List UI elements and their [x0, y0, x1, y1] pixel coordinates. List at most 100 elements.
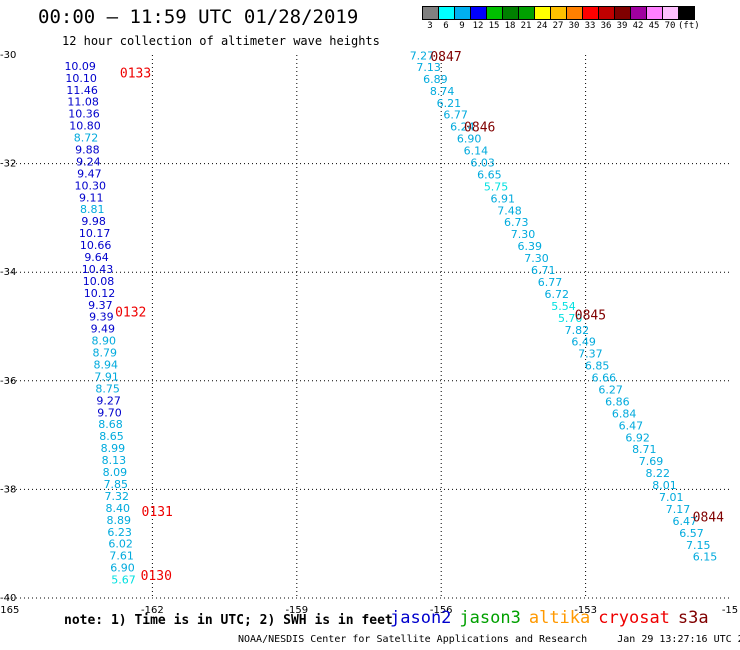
- pass-time-label: 0132: [115, 305, 146, 320]
- wave-height-value: 9.64: [84, 251, 109, 264]
- wave-height-value: 8.13: [102, 454, 127, 467]
- satellite-legend: jason2 jason3 altika cryosat s3a: [390, 608, 717, 628]
- wave-height-value: 6.14: [464, 145, 489, 158]
- wave-height-value: 8.40: [105, 502, 130, 515]
- colorbar-swatch: [678, 6, 695, 20]
- wave-height-value: 6.72: [544, 288, 569, 301]
- wave-height-value: 7.61: [109, 550, 134, 563]
- pass-time-label: 0845: [575, 309, 606, 324]
- wave-height-value: 5.75: [484, 180, 509, 193]
- colorbar-label: 39: [616, 21, 628, 31]
- colorbar-label: 70: [664, 21, 676, 31]
- wave-height-value: 7.27: [410, 50, 435, 63]
- wave-height-value: 7.01: [659, 491, 684, 504]
- wave-height-value: 7.37: [578, 348, 603, 361]
- pass-time-label: 0847: [430, 50, 461, 65]
- wave-height-value: 6.85: [585, 360, 610, 373]
- lon-tick-label: -159: [285, 605, 308, 616]
- colorbar-label: 42: [632, 21, 644, 31]
- colorbar-label: 6: [443, 21, 449, 31]
- map-subtitle: 12 hour collection of altimeter wave hei…: [62, 34, 380, 48]
- wave-height-value: 9.88: [75, 143, 100, 156]
- wave-height-value: 10.36: [68, 108, 100, 121]
- wave-height-value: 9.49: [91, 323, 116, 336]
- wave-height-value: 9.11: [79, 191, 104, 204]
- wave-height-value: 5.54: [551, 300, 576, 313]
- pass-time-label: 0133: [120, 66, 151, 81]
- wave-height-value: 9.24: [76, 155, 101, 168]
- colorbar-label: 21: [520, 21, 532, 31]
- legend-entry-jason2: jason2: [390, 608, 452, 628]
- wave-height-value: 6.90: [457, 133, 482, 146]
- wave-height-value: 6.02: [108, 538, 133, 551]
- lon-tick-label: -165: [0, 605, 19, 616]
- colorbar-label: 33: [584, 21, 596, 31]
- wave-height-value: 6.47: [619, 419, 644, 432]
- wave-height-value: 6.71: [531, 264, 556, 277]
- pass-time-label: 0130: [141, 569, 172, 584]
- credit-source: NOAA/NESDIS Center for Satellite Applica…: [238, 634, 588, 645]
- wave-height-value: 10.10: [65, 72, 97, 85]
- legend-entry-cryosat: cryosat: [598, 608, 670, 628]
- wave-height-value: 10.43: [82, 263, 114, 276]
- colorbar-label: 27: [552, 21, 564, 31]
- wave-height-value: 10.17: [79, 227, 111, 240]
- lat-tick-label: -38: [0, 484, 16, 495]
- wave-height-value: 7.82: [565, 324, 590, 337]
- credit-line: NOAA/NESDIS Center for Satellite Applica…: [238, 634, 740, 645]
- colorbar: [422, 6, 695, 20]
- colorbar-label: 45: [648, 21, 660, 31]
- wave-height-value: 6.84: [612, 407, 637, 420]
- wave-height-value: 7.15: [686, 539, 711, 552]
- wave-height-value: 9.27: [96, 394, 121, 407]
- pass-time-label: 0846: [464, 121, 495, 136]
- colorbar-label: 12: [472, 21, 484, 31]
- colorbar-label: 18: [504, 21, 516, 31]
- map-title: 00:00 – 11:59 UTC 01/28/2019: [38, 6, 359, 28]
- pass-time-label: 0131: [142, 505, 173, 520]
- colorbar-labels: 3 6 9 12 15 18 21 24 27 30 33 36 39 42 45 70 (ft): [422, 21, 700, 31]
- wave-height-value: 7.30: [511, 228, 536, 241]
- legend-entry-jason3: jason3: [459, 608, 521, 628]
- wave-height-value: 6.92: [625, 431, 650, 444]
- lat-tick-label: -36: [0, 376, 16, 387]
- wave-height-value: 8.01: [652, 479, 677, 492]
- colorbar-label: 15: [488, 21, 500, 31]
- wave-height-value: 8.94: [93, 359, 118, 372]
- wave-height-value: 7.13: [416, 61, 441, 74]
- lat-tick-label: -30: [0, 50, 16, 61]
- wave-height-value: 9.70: [97, 406, 122, 419]
- wave-height-value: 6.49: [571, 336, 596, 349]
- lon-tick-label: -153: [574, 605, 597, 616]
- wave-height-value: 10.08: [83, 275, 115, 288]
- legend-entry-s3a: s3a: [677, 608, 709, 628]
- wave-height-value: 7.48: [497, 204, 522, 217]
- wave-height-value: 6.15: [693, 551, 718, 564]
- wave-height-value: 7.30: [524, 252, 549, 265]
- wave-height-value: 6.39: [518, 240, 543, 253]
- colorbar-label: (ft): [678, 21, 700, 31]
- wave-height-value: 6.47: [673, 515, 698, 528]
- wave-height-value: 8.68: [98, 418, 123, 431]
- wave-height-value: 8.71: [632, 443, 657, 456]
- wave-height-value: 6.27: [598, 383, 623, 396]
- wave-height-value: 6.77: [443, 109, 468, 122]
- wave-height-value: 7.32: [105, 490, 130, 503]
- wave-height-value: 8.99: [101, 442, 126, 455]
- wave-height-value: 7.17: [666, 503, 691, 516]
- lon-tick-label: -15: [722, 605, 738, 616]
- credit-timestamp: Jan 29 13:27:16 UTC 2019: [617, 634, 740, 645]
- lat-tick-label: -34: [0, 267, 16, 278]
- wave-height-value: 6.57: [679, 527, 704, 540]
- wave-height-value: 7.69: [639, 455, 664, 468]
- wave-height-value: 10.12: [84, 287, 116, 300]
- wave-height-value: 8.90: [92, 335, 117, 348]
- wave-height-value: 11.46: [66, 84, 98, 97]
- colorbar-label: 30: [568, 21, 580, 31]
- wave-height-value: 8.75: [95, 382, 120, 395]
- wave-height-value: 6.77: [538, 276, 563, 289]
- wave-height-value: 9.37: [88, 299, 113, 312]
- wave-height-value: 10.66: [80, 239, 112, 252]
- colorbar-label: 36: [600, 21, 612, 31]
